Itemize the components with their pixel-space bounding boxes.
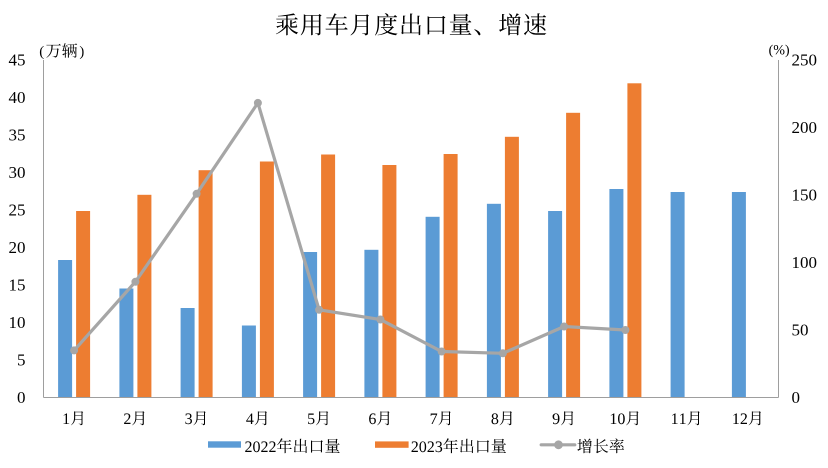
svg-text:40: 40 [9, 88, 26, 107]
svg-text:25: 25 [9, 201, 26, 220]
svg-text:100: 100 [792, 253, 818, 272]
svg-text:15: 15 [9, 276, 26, 295]
svg-text:200: 200 [792, 118, 818, 137]
svg-text:45: 45 [9, 51, 26, 70]
svg-text:5: 5 [17, 351, 26, 370]
svg-text:0: 0 [17, 388, 26, 407]
svg-text:35: 35 [9, 126, 26, 145]
svg-text:20: 20 [9, 238, 26, 257]
svg-text:150: 150 [792, 186, 818, 205]
svg-text:30: 30 [9, 163, 26, 182]
svg-text:250: 250 [792, 51, 818, 70]
svg-text:10: 10 [9, 313, 26, 332]
svg-text:50: 50 [792, 321, 809, 340]
svg-text:0: 0 [792, 388, 801, 407]
